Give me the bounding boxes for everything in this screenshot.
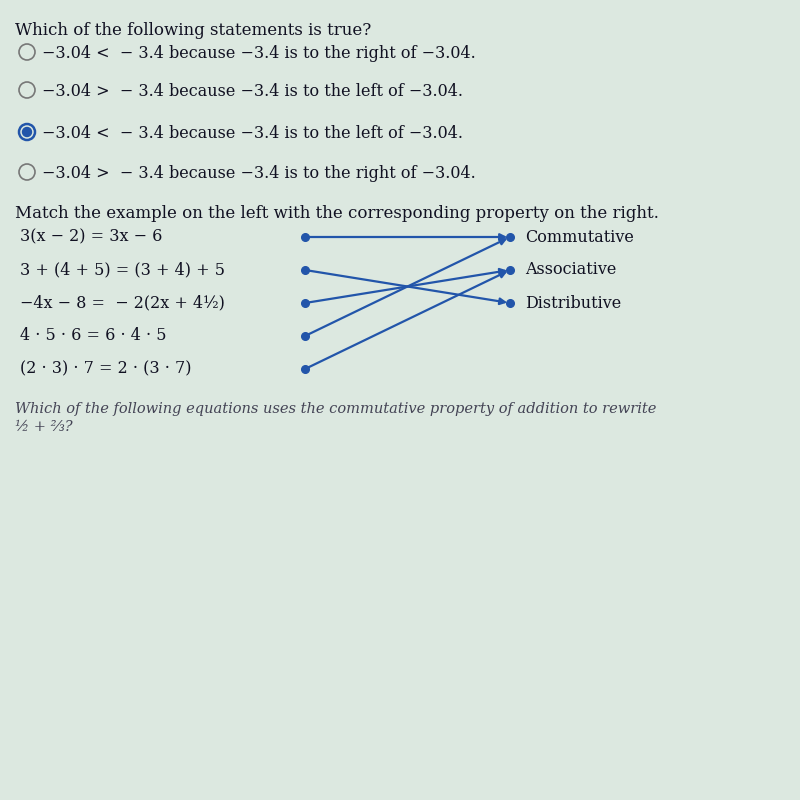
Text: Which of the following statements is true?: Which of the following statements is tru… <box>15 22 371 39</box>
Text: 3(x − 2) = 3x − 6: 3(x − 2) = 3x − 6 <box>20 229 162 246</box>
Text: Which of the following equations uses the commutative property of addition to re: Which of the following equations uses th… <box>15 402 656 416</box>
Text: (2 · 3) · 7 = 2 · (3 · 7): (2 · 3) · 7 = 2 · (3 · 7) <box>20 361 191 378</box>
Text: −4x − 8 =  − 2(2x + 4½): −4x − 8 = − 2(2x + 4½) <box>20 294 225 311</box>
Text: −3.04 <  − 3.4 because −3.4 is to the left of −3.04.: −3.04 < − 3.4 because −3.4 is to the lef… <box>42 125 463 142</box>
Text: Match the example on the left with the corresponding property on the right.: Match the example on the left with the c… <box>15 205 659 222</box>
Text: −3.04 >  − 3.4 because −3.4 is to the left of −3.04.: −3.04 > − 3.4 because −3.4 is to the lef… <box>42 83 463 100</box>
Text: ½ + ⅔?: ½ + ⅔? <box>15 420 73 434</box>
Text: Commutative: Commutative <box>525 229 634 246</box>
Text: −3.04 <  − 3.4 because −3.4 is to the right of −3.04.: −3.04 < − 3.4 because −3.4 is to the rig… <box>42 45 476 62</box>
Text: 4 · 5 · 6 = 6 · 4 · 5: 4 · 5 · 6 = 6 · 4 · 5 <box>20 327 166 345</box>
Text: 3 + (4 + 5) = (3 + 4) + 5: 3 + (4 + 5) = (3 + 4) + 5 <box>20 262 225 278</box>
Text: Associative: Associative <box>525 262 616 278</box>
Circle shape <box>22 127 31 137</box>
Text: Distributive: Distributive <box>525 294 622 311</box>
Text: −3.04 >  − 3.4 because −3.4 is to the right of −3.04.: −3.04 > − 3.4 because −3.4 is to the rig… <box>42 165 476 182</box>
